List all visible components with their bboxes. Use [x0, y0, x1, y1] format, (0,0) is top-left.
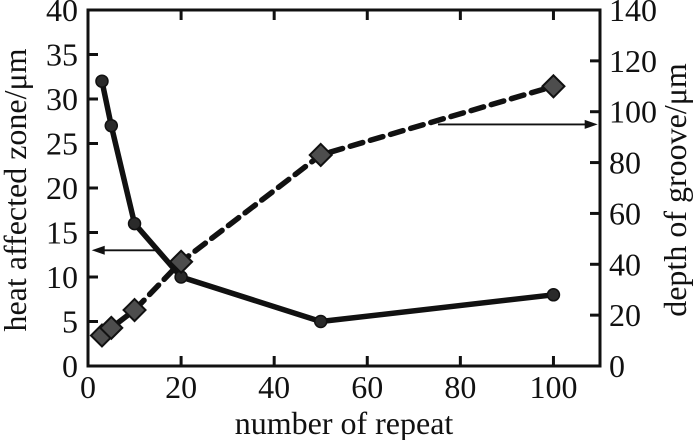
- right-axis-tick-label: 80: [609, 145, 641, 181]
- left-axis-tick-label: 30: [46, 81, 78, 117]
- right-axis-tick-label: 0: [609, 348, 625, 384]
- left-axis-tick-label: 40: [46, 0, 78, 28]
- right-axis-title: depth of groove/μm: [657, 63, 693, 317]
- plot-border: [86, 8, 602, 368]
- marker-circle: [104, 118, 119, 133]
- series-line-heat-affected-zone: [99, 78, 557, 325]
- marker-circle: [546, 288, 561, 302]
- x-axis-tick-label: 80: [444, 369, 476, 405]
- marker-diamond: [308, 142, 334, 168]
- right-axis-tick-label: 120: [609, 43, 657, 79]
- right-axis-tick-label: 100: [609, 94, 657, 130]
- left-axis-title: heat affected zone/μm: [0, 48, 33, 331]
- left-axis-tick-label: 5: [62, 304, 78, 340]
- annotation-arrow-head-icon: [91, 245, 105, 255]
- marker-diamond: [541, 73, 566, 99]
- x-axis-tick-label: 40: [258, 369, 290, 405]
- x-axis-tick-label: 100: [529, 369, 577, 405]
- x-axis-tick-label: 60: [351, 369, 383, 405]
- x-axis-tick-label: 20: [165, 369, 197, 405]
- left-axis-tick-label: 35: [46, 37, 78, 73]
- x-axis-tick-label: 0: [80, 369, 96, 405]
- right-axis-tick-label: 60: [609, 195, 641, 231]
- marker-diamond: [168, 249, 194, 275]
- x-axis-title: number of repeat: [235, 405, 454, 440]
- marker-circle: [313, 314, 328, 329]
- left-axis-tick-label: 10: [46, 259, 78, 295]
- annotation-arrow-head-icon: [584, 119, 598, 129]
- right-axis-tick-label: 40: [609, 246, 641, 282]
- marker-diamond: [98, 315, 124, 341]
- right-axis-tick-label: 140: [609, 0, 657, 28]
- left-axis-tick-label: 0: [62, 348, 78, 384]
- right-axis-tick-label: 20: [609, 297, 641, 333]
- left-axis-tick-label: 15: [46, 215, 78, 251]
- marker-circle: [95, 74, 109, 88]
- marker-diamond: [122, 297, 147, 323]
- marker-circle: [127, 216, 142, 231]
- left-axis-tick-label: 20: [46, 170, 78, 206]
- left-axis-tick-label: 25: [46, 126, 78, 162]
